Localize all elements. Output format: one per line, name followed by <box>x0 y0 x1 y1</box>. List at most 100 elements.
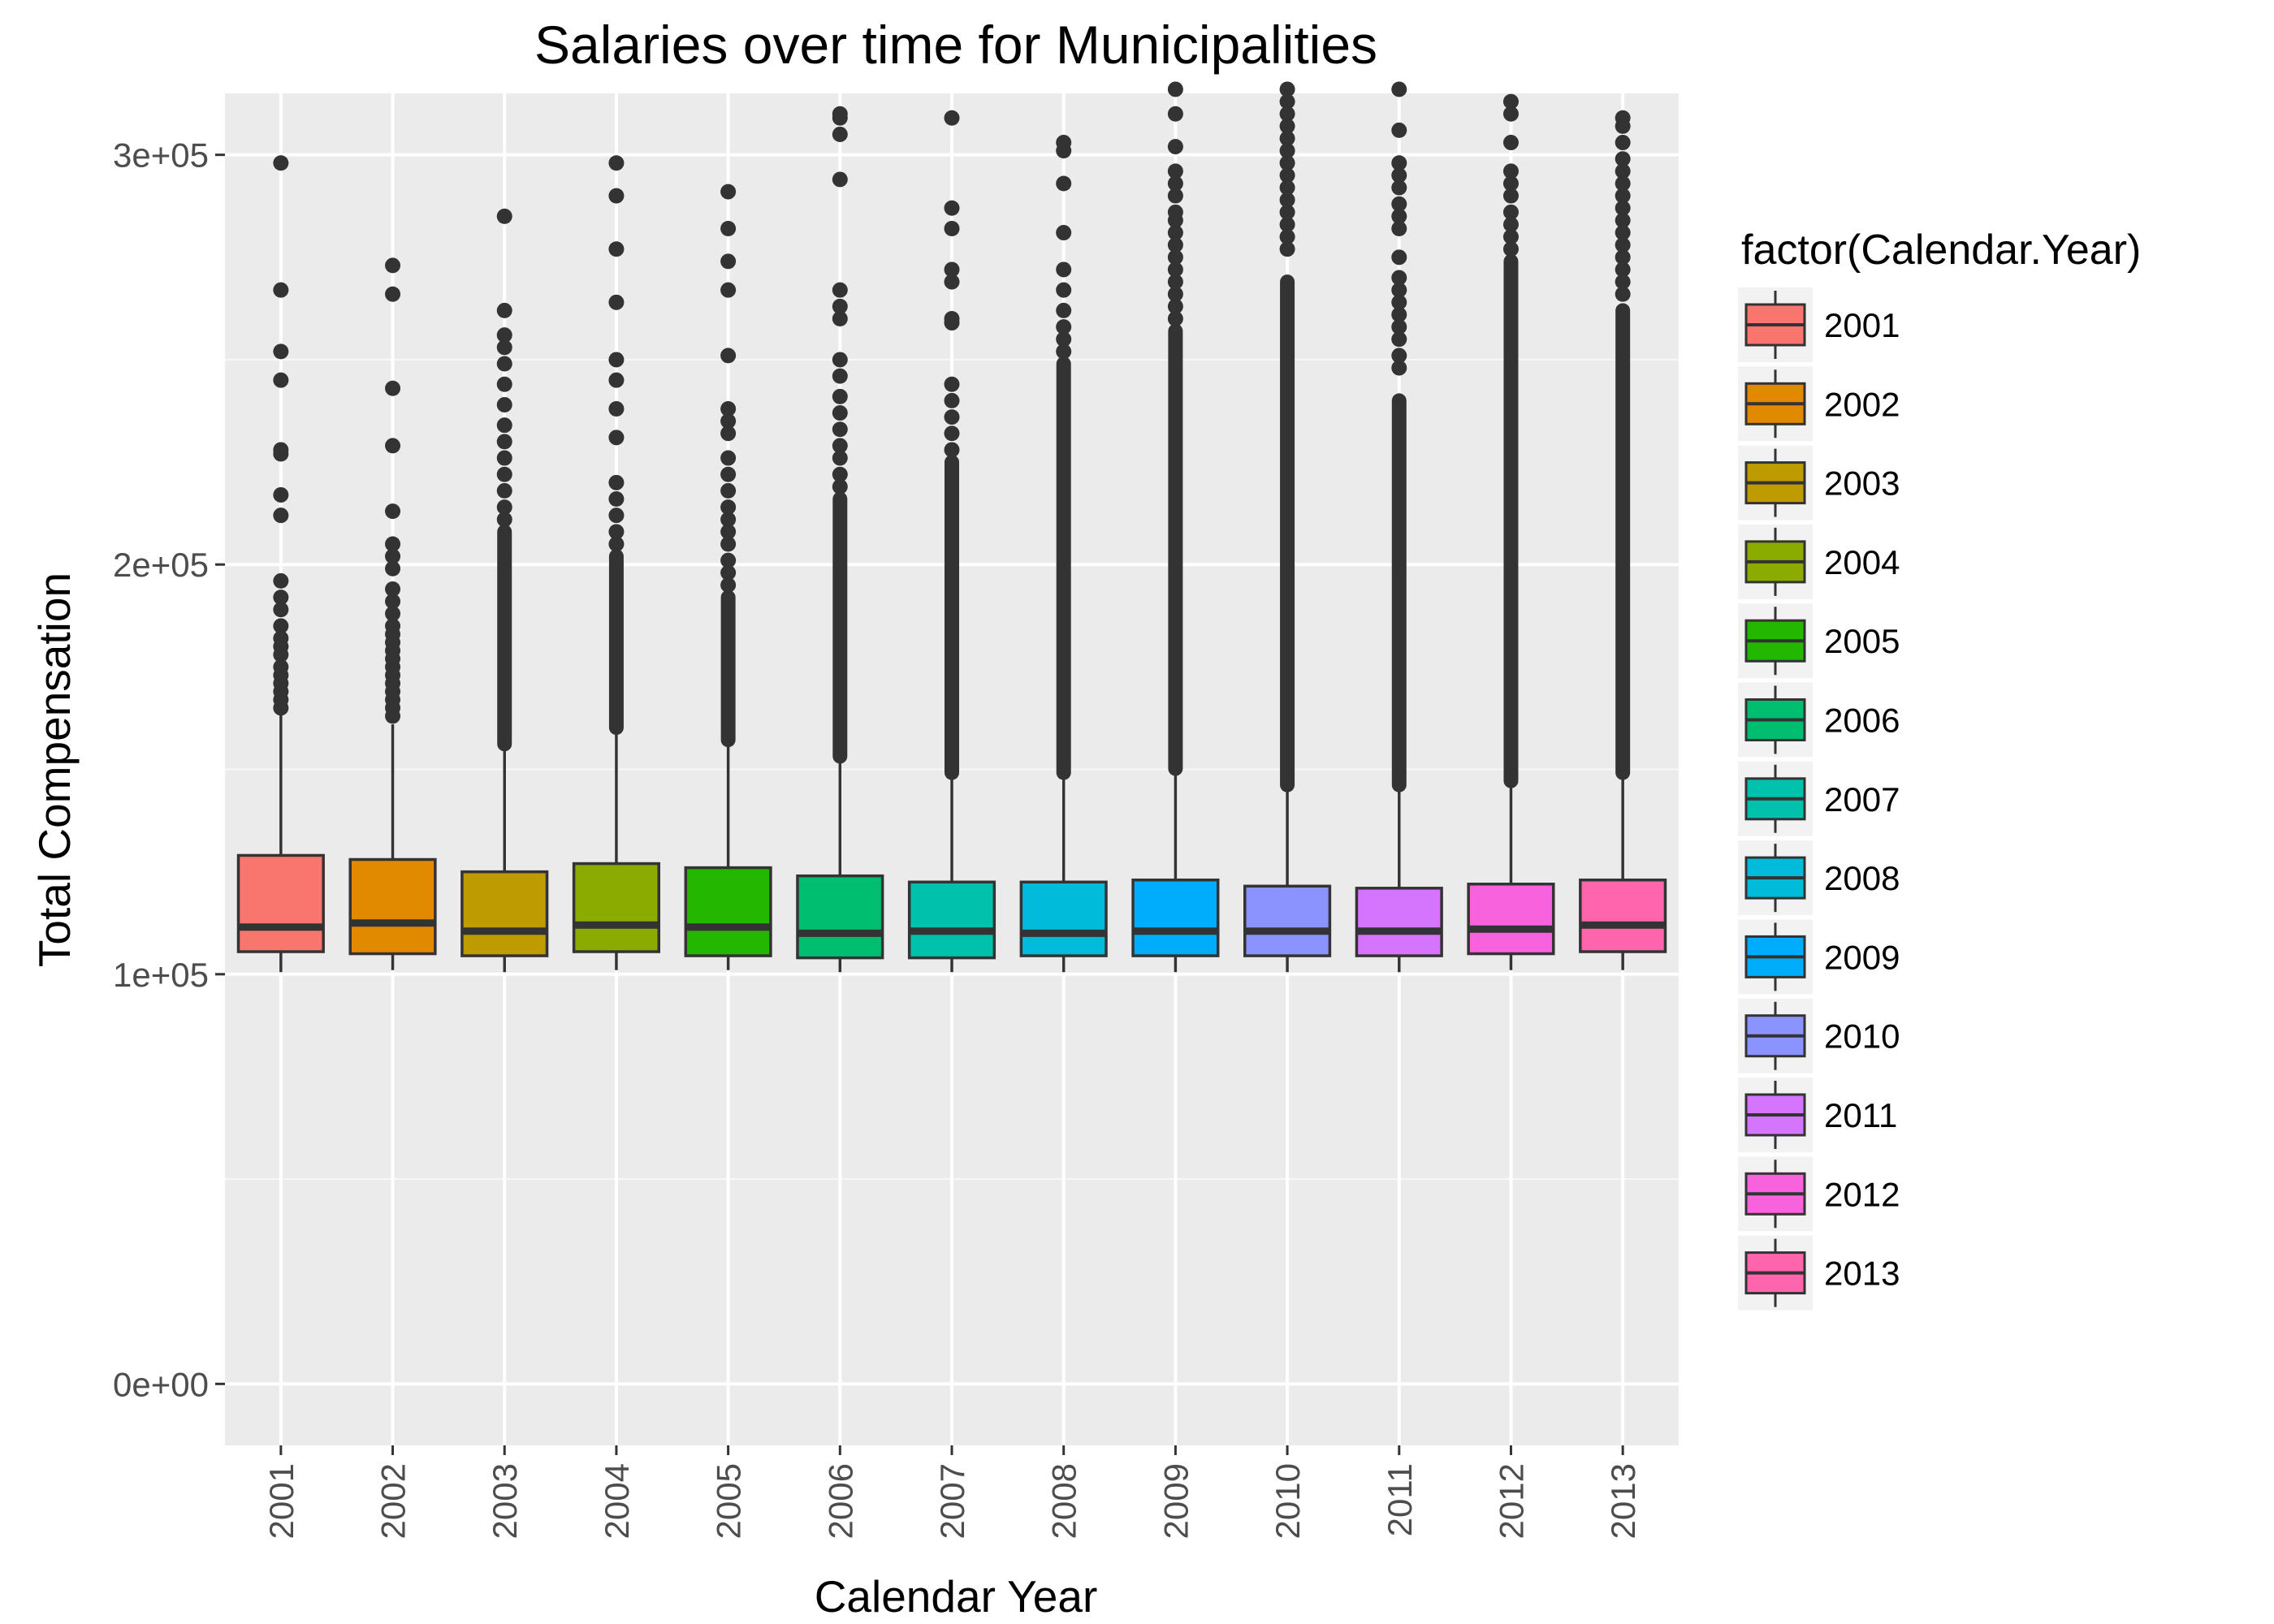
outlier-point <box>1391 282 1407 298</box>
outlier-point <box>1279 155 1295 171</box>
outlier-point <box>496 417 512 434</box>
outlier-point <box>720 536 737 552</box>
outlier-point <box>1056 302 1072 318</box>
outlier-point <box>1167 249 1183 266</box>
outlier-point <box>608 372 625 388</box>
outlier-point <box>1615 274 1631 290</box>
outlier-point <box>944 315 960 331</box>
outlier-point <box>273 508 289 524</box>
outlier-point <box>1502 93 1519 110</box>
outlier-point <box>1615 212 1631 228</box>
y-tick-label: 2e+05 <box>113 546 209 584</box>
x-tick-label: 2012 <box>1492 1463 1530 1539</box>
outlier-point <box>832 478 848 495</box>
outlier-point <box>273 343 289 360</box>
outlier-point <box>1502 241 1519 257</box>
outlier-point <box>1615 200 1631 216</box>
legend-item-2012: 2012 <box>1738 1156 1900 1232</box>
outlier-point <box>1279 106 1295 122</box>
x-tick-label: 2005 <box>710 1463 748 1539</box>
outlier-point <box>720 512 737 528</box>
outlier-point <box>608 352 625 368</box>
legend-label: 2012 <box>1824 1175 1900 1213</box>
outlier-point <box>608 524 625 540</box>
boxplot-2012 <box>1467 93 1555 970</box>
x-tick-label: 2013 <box>1604 1463 1642 1539</box>
outlier-point <box>1391 81 1407 97</box>
outlier-point <box>1056 343 1072 360</box>
legend-label: 2011 <box>1824 1096 1897 1134</box>
outlier-point <box>944 261 960 278</box>
legend-item-2009: 2009 <box>1738 919 1900 995</box>
outlier-point <box>496 499 512 516</box>
legend-item-2002: 2002 <box>1738 366 1900 442</box>
outlier-point <box>608 474 625 490</box>
boxplot-2004 <box>572 155 660 970</box>
outlier-point <box>273 372 289 388</box>
outlier-point <box>1167 261 1183 278</box>
outlier-point <box>1391 348 1407 364</box>
outlier-point <box>1167 106 1183 122</box>
boxplot-2006 <box>796 106 884 973</box>
legend-label: 2002 <box>1824 385 1900 423</box>
x-tick-label: 2011 <box>1381 1463 1419 1536</box>
legend-label: 2001 <box>1824 306 1900 344</box>
outlier-point <box>720 184 737 200</box>
outlier-point <box>273 646 289 663</box>
outlier-point <box>832 405 848 421</box>
outlier-point <box>273 155 289 171</box>
outlier-point <box>1615 225 1631 241</box>
outlier-point <box>273 700 289 716</box>
outlier-point <box>1391 196 1407 212</box>
outlier-point <box>1279 241 1295 257</box>
outlier-point <box>385 548 401 564</box>
outlier-point <box>273 486 289 503</box>
outlier-point <box>1391 155 1407 171</box>
outlier-point <box>273 446 289 462</box>
outlier-point <box>832 421 848 438</box>
box-iqr <box>907 880 996 960</box>
outlier-point <box>1615 261 1631 278</box>
legend-label: 2010 <box>1824 1017 1900 1056</box>
outlier-point <box>1391 331 1407 348</box>
x-tick-label: 2006 <box>821 1463 859 1539</box>
outlier-point <box>1279 143 1295 159</box>
outlier-point <box>944 200 960 216</box>
outlier-point <box>1056 282 1072 298</box>
outlier-point <box>385 536 401 552</box>
legend-item-2011: 2011 <box>1738 1078 1897 1152</box>
outlier-point <box>608 294 625 310</box>
x-tick-label: 2010 <box>1269 1463 1307 1539</box>
outlier-point <box>832 450 848 466</box>
legend-label: 2005 <box>1824 622 1900 660</box>
x-axis: 2001 2002 2003 2004 2005 2006 2007 2008 2009 2010… <box>262 1445 1642 1539</box>
outlier-point <box>720 482 737 499</box>
outlier-point <box>832 311 848 326</box>
outlier-point <box>1502 175 1519 192</box>
y-tick-label: 0e+00 <box>113 1365 209 1403</box>
outlier-point <box>1056 331 1072 348</box>
outlier-point <box>1056 319 1072 335</box>
outlier-point <box>1167 188 1183 204</box>
outlier-point <box>496 512 512 528</box>
outlier-point <box>385 438 401 454</box>
outlier-point <box>496 434 512 450</box>
outlier-point <box>944 425 960 442</box>
legend-item-2008: 2008 <box>1738 840 1900 916</box>
outlier-point <box>273 572 289 589</box>
outlier-point <box>1391 249 1407 266</box>
boxplot-2003 <box>460 208 549 973</box>
outlier-point <box>1615 249 1631 266</box>
outlier-point <box>1167 175 1183 192</box>
legend-label: 2007 <box>1824 780 1900 818</box>
outlier-point <box>720 253 737 270</box>
legend-item-2013: 2013 <box>1738 1235 1900 1311</box>
outlier-point <box>385 708 401 724</box>
outlier-point <box>1502 204 1519 220</box>
outlier-point <box>1391 167 1407 184</box>
outlier-point <box>385 503 401 520</box>
outlier-point <box>1167 237 1183 253</box>
legend-label: 2008 <box>1824 859 1900 897</box>
outlier-point <box>385 257 401 274</box>
